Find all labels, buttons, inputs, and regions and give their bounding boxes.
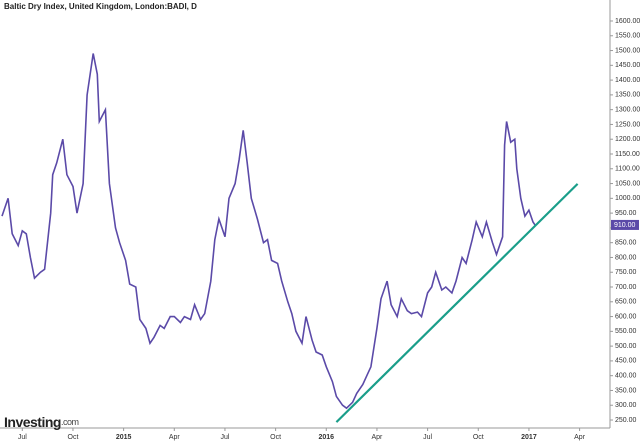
y-tick-label: 1350.00 (615, 92, 640, 99)
y-tick-label: 1500.00 (615, 47, 640, 54)
y-tick-label: 1550.00 (615, 33, 640, 40)
y-tick-label: 300.00 (615, 402, 637, 409)
x-tick-label: Oct (473, 434, 484, 441)
trend-line (335, 183, 579, 423)
x-tick-label: Oct (270, 434, 281, 441)
x-tick-label: Apr (371, 434, 383, 441)
brand-suffix: .com (61, 417, 79, 427)
price-line (1, 53, 536, 410)
y-tick-label: 1250.00 (615, 121, 640, 128)
y-tick-label: 400.00 (615, 373, 637, 380)
y-tick-label: 1450.00 (615, 62, 640, 69)
x-tick-label: Jul (220, 434, 229, 441)
y-tick-label: 500.00 (615, 343, 637, 350)
y-tick-label: 1200.00 (615, 136, 640, 143)
x-tick-label: 2017 (521, 434, 537, 441)
y-tick-label: 800.00 (615, 254, 637, 261)
y-tick-label: 1600.00 (615, 18, 640, 25)
chart-title: Baltic Dry Index, United Kingdom, London… (4, 2, 197, 11)
x-tick-label: Jul (18, 434, 27, 441)
y-tick-label: 250.00 (615, 417, 637, 424)
y-tick-label: 1150.00 (615, 151, 640, 158)
x-tick-label: 2015 (116, 434, 132, 441)
y-tick-label: 1000.00 (615, 195, 640, 202)
x-tick-label: Oct (68, 434, 79, 441)
y-tick-label: 550.00 (615, 328, 637, 335)
y-tick-label: 350.00 (615, 387, 637, 394)
y-tick-label: 1100.00 (615, 166, 640, 173)
x-tick-label: Jul (423, 434, 432, 441)
x-tick-label: Apr (169, 434, 181, 441)
y-tick-label: 850.00 (615, 240, 637, 247)
y-tick-label: 600.00 (615, 313, 637, 320)
y-tick-label: 1400.00 (615, 77, 640, 84)
y-tick-label: 650.00 (615, 299, 637, 306)
y-tick-label: 450.00 (615, 358, 637, 365)
x-tick-label: Apr (574, 434, 586, 441)
y-tick-label: 1300.00 (615, 107, 640, 114)
x-tick-label: 2016 (318, 434, 334, 441)
brand-name: Investing (4, 414, 61, 430)
y-tick-label: 700.00 (615, 284, 637, 291)
last-price-box (611, 219, 639, 230)
y-tick-label: 750.00 (615, 269, 637, 276)
y-tick-label: 1050.00 (615, 180, 640, 187)
y-tick-label: 950.00 (615, 210, 637, 217)
last-price-label: 910.00 (614, 222, 636, 229)
brand-logo: Investing.com (4, 414, 78, 430)
